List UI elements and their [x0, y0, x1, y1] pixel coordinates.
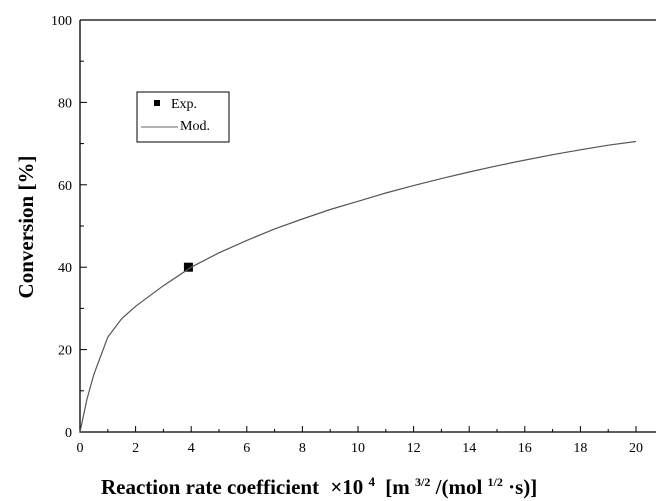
y-tick-label: 20: [58, 344, 72, 359]
y-tick-label: 80: [58, 96, 72, 111]
x-tick-label: 12: [407, 441, 421, 456]
x-tick-label: 18: [573, 441, 587, 456]
x-tick-label: 20: [629, 441, 643, 456]
x-tick-label: 14: [462, 441, 476, 456]
x-axis-title-units-mid: /(mol: [435, 475, 483, 499]
x-axis-title: Reaction rate coefficient ×10 4 [m 3/2 /…: [101, 467, 537, 499]
x-tick-label: 8: [299, 441, 306, 456]
y-tick-label: 60: [58, 179, 72, 194]
x-axis-title-multiplier: ×10: [330, 475, 363, 499]
x-axis-title-units-sup2: 1/2: [488, 475, 503, 489]
data-point-exp: [183, 262, 193, 272]
x-tick-label: 4: [188, 441, 195, 456]
x-tick-label: 6: [243, 441, 250, 456]
x-axis-title-exponent: 4: [369, 474, 376, 489]
legend-box: [136, 91, 230, 143]
axes-lines: [79, 19, 656, 433]
x-axis-ticks: 0 2 4 6 8 10 12 14 16 18 20: [77, 426, 643, 456]
series-line-mod: [79, 140, 637, 433]
legend: Exp. Mod.: [136, 91, 230, 143]
y-tick-label: 0: [65, 426, 72, 441]
x-tick-label: 16: [518, 441, 532, 456]
legend-exp-label: Exp.: [171, 97, 197, 112]
x-axis-title-units-close: ·s)]: [508, 475, 537, 499]
series-layer: [79, 140, 637, 433]
y-axis-ticks: 0 20 40 60 80 100: [51, 14, 87, 441]
y-axis-title: Conversion [%]: [14, 156, 38, 299]
y-tick-label: 100: [51, 14, 72, 29]
x-axis-title-units-sup1: 3/2: [415, 475, 430, 489]
plot-frame: [79, 19, 656, 433]
legend-exp-marker: [154, 100, 160, 106]
x-tick-label: 2: [132, 441, 139, 456]
legend-mod-label: Mod.: [180, 119, 210, 134]
x-axis-title-units-open: [m: [385, 475, 410, 499]
x-axis-title-main: Reaction rate coefficient: [101, 475, 319, 499]
y-tick-label: 40: [58, 261, 72, 276]
x-tick-label: 10: [351, 441, 365, 456]
x-tick-label: 0: [77, 441, 84, 456]
